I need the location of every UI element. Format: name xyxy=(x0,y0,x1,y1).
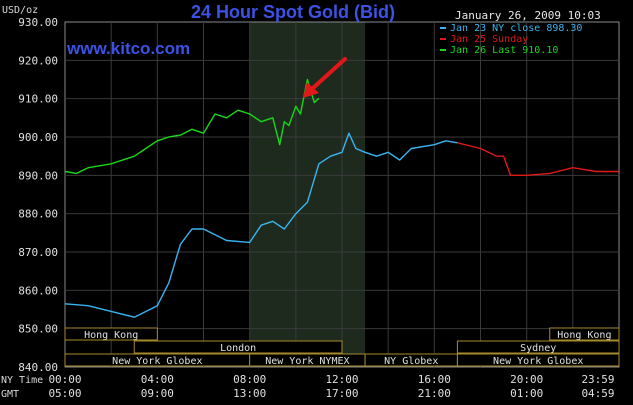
y-tick-label: 920.00 xyxy=(18,54,58,67)
session-bars: Hong Kong Hong Kong London Sydney New York G… xyxy=(64,327,620,367)
y-tick-label: 900.00 xyxy=(18,131,58,144)
y-tick-label: 910.00 xyxy=(18,93,58,106)
x-tick-label: 17:00 xyxy=(325,387,358,400)
session-label: NY Globex xyxy=(384,356,438,367)
annotation-arrow xyxy=(303,57,347,98)
legend-swatch xyxy=(440,38,446,40)
session-label: New York Globex xyxy=(493,356,583,367)
x-row-label: NY Time xyxy=(1,375,43,386)
arrow-head xyxy=(303,82,319,98)
grid xyxy=(64,21,620,368)
x-tick-label: 12:00 xyxy=(325,373,358,386)
timestamp: January 26, 2009 10:03 xyxy=(455,9,601,22)
chart-title: 24 Hour Spot Gold (Bid) xyxy=(191,2,395,22)
y-tick-label: 930.00 xyxy=(18,16,58,29)
session-bar xyxy=(456,353,620,367)
x-tick-label: 13:00 xyxy=(233,387,266,400)
legend-swatch xyxy=(440,27,446,29)
session-label: Hong Kong xyxy=(84,330,138,341)
session-label: New York Globex xyxy=(112,356,202,367)
session-bar xyxy=(64,327,158,341)
session-label: Hong Kong xyxy=(557,330,611,341)
y-tick-label: 840.00 xyxy=(18,361,58,374)
y-tick-label: 850.00 xyxy=(18,323,58,336)
y-tick-label: 870.00 xyxy=(18,246,58,259)
y-tick-label: 890.00 xyxy=(18,169,58,182)
session-label: New York NYMEX xyxy=(265,356,349,367)
x-tick-label: 04:00 xyxy=(141,373,174,386)
session-bar xyxy=(133,340,343,354)
x-tick-label: 20:00 xyxy=(510,373,543,386)
x-tick-label: 23:59 xyxy=(581,373,614,386)
series-line xyxy=(64,78,320,175)
series-line xyxy=(64,132,458,318)
series-line xyxy=(457,142,619,177)
x-tick-label: 05:00 xyxy=(48,387,81,400)
legend-entry: Jan 25 Sunday xyxy=(450,34,528,45)
x-axis-ticks: NY Time 00:00 04:00 08:00 12:00 16:00 20:00 23:… xyxy=(1,373,615,400)
watermark: www.kitco.com xyxy=(66,39,190,58)
x-tick-label: 09:00 xyxy=(141,387,174,400)
legend-entry: Jan 23 NY close 898.30 xyxy=(450,23,582,34)
legend-entry: Jan 26 Last 910.10 xyxy=(450,45,558,56)
market-hours-highlight xyxy=(249,22,366,367)
session-label: London xyxy=(220,343,256,354)
y-tick-label: 880.00 xyxy=(18,208,58,221)
arrow-shaft xyxy=(311,57,347,90)
x-tick-label: 21:00 xyxy=(418,387,451,400)
x-row-label: GMT xyxy=(1,389,19,400)
session-label: Sydney xyxy=(520,343,556,354)
x-tick-label: 00:00 xyxy=(48,373,81,386)
session-bar xyxy=(549,327,620,341)
y-tick-label: 860.00 xyxy=(18,284,58,297)
x-tick-label: 01:00 xyxy=(510,387,543,400)
legend-swatch xyxy=(440,49,446,51)
series-lines xyxy=(64,78,619,318)
x-tick-label: 16:00 xyxy=(418,373,451,386)
y-axis-ticks: 930.00 920.00 910.00 900.00 890.00 880.00 870.… xyxy=(18,16,58,374)
x-tick-label: 04:59 xyxy=(581,387,614,400)
x-tick-label: 08:00 xyxy=(233,373,266,386)
session-bar xyxy=(456,340,620,354)
y-axis-label: USD/oz xyxy=(2,5,38,16)
